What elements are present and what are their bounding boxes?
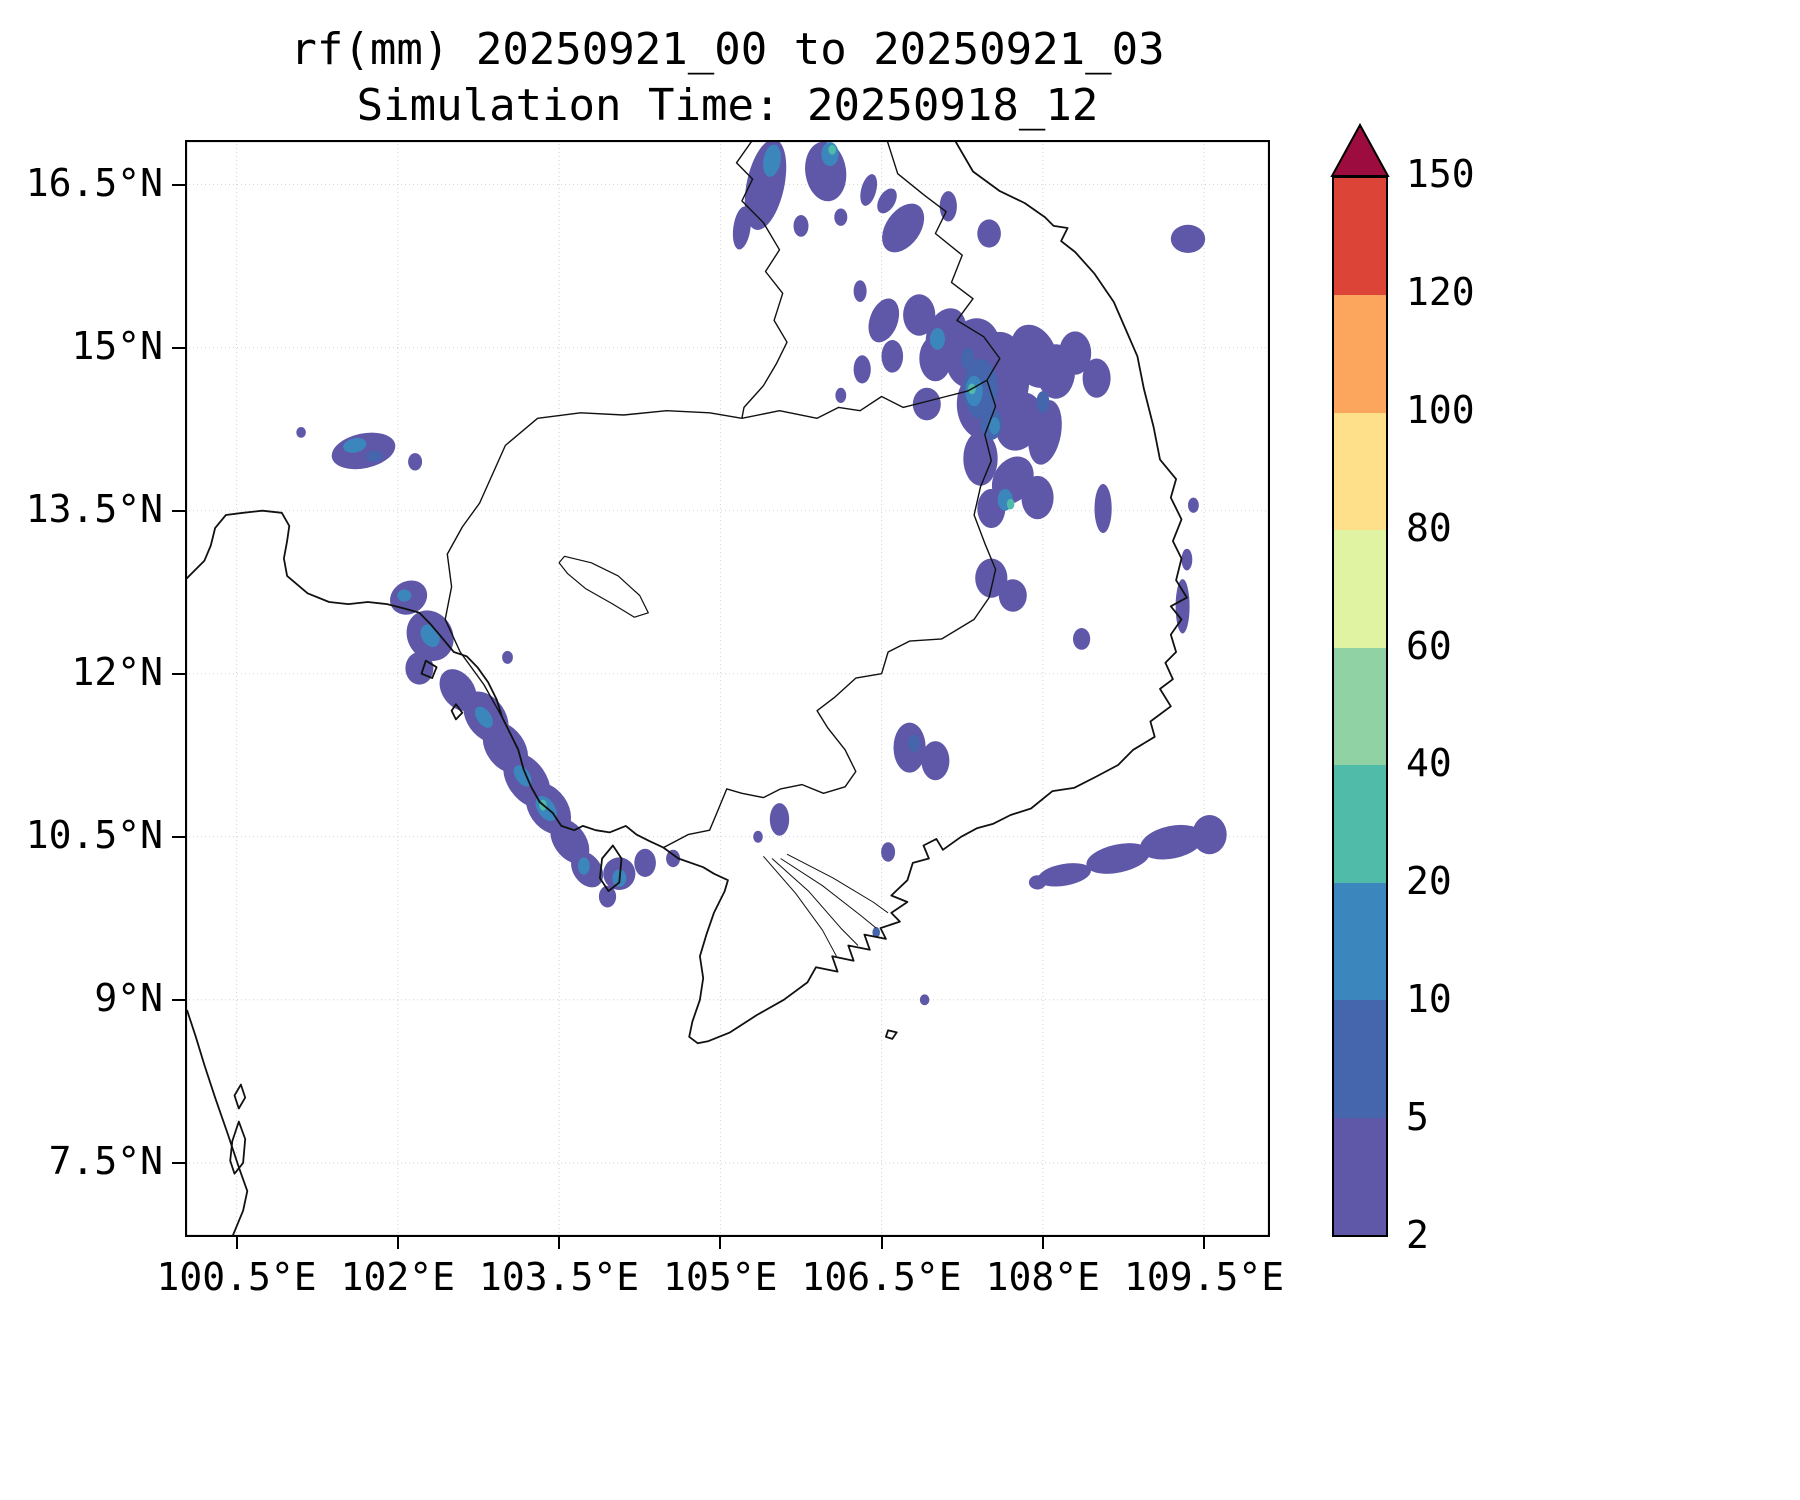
colorbar-bar [1332, 176, 1388, 1237]
y-tick-mark [172, 672, 185, 675]
colorbar-band-60-80 [1334, 530, 1386, 648]
colorbar-tick-label: 150 [1406, 152, 1475, 196]
y-tick-mark [172, 346, 185, 349]
y-tick-label: 10.5°N [25, 812, 163, 857]
x-tick-label: 108°E [985, 1255, 1101, 1299]
y-tick-mark [172, 1161, 185, 1164]
y-tick-label: 12°N [71, 649, 163, 694]
figure-title: rf(mm) 20250921_00 to 20250921_03 [290, 24, 1165, 75]
x-tick-mark [558, 1237, 561, 1249]
y-tick-label: 15°N [71, 323, 163, 368]
colorbar-tick-label: 40 [1406, 741, 1452, 786]
x-tick-mark [1041, 1237, 1044, 1249]
x-tick-label: 102°E [340, 1255, 456, 1299]
colorbar-band-100-120 [1334, 295, 1386, 413]
x-tick-label: 106.5°E [801, 1255, 962, 1299]
colorbar-tick-label: 80 [1406, 505, 1452, 550]
colorbar-tick-label: 20 [1406, 859, 1452, 904]
y-tick-mark [172, 183, 185, 186]
colorbar-band-80-100 [1334, 412, 1386, 531]
colorbar-tick-label: 10 [1406, 977, 1452, 1022]
x-tick-label: 105°E [663, 1255, 778, 1299]
x-tick-mark [235, 1237, 238, 1249]
colorbar-band-40-60 [1334, 647, 1386, 766]
y-tick-label: 13.5°N [25, 486, 163, 531]
y-tick-mark [172, 509, 185, 512]
colorbar-tick-label: 60 [1406, 623, 1452, 668]
colorbar-band-2-5 [1334, 1117, 1386, 1235]
colorbar-tick-label: 2 [1406, 1213, 1429, 1257]
colorbar-band-5-10 [1334, 1000, 1386, 1118]
y-tick-label: 16.5°N [25, 160, 163, 205]
figure-subtitle: Simulation Time: 20250918_12 [356, 80, 1099, 131]
colorbar-band-120-150 [1334, 178, 1386, 296]
colorbar-tick-label: 5 [1406, 1095, 1429, 1140]
y-tick-mark [172, 835, 185, 838]
y-tick-label: 9°N [94, 975, 163, 1020]
x-tick-label: 103.5°E [479, 1255, 640, 1299]
colorbar-over-arrow [1329, 122, 1391, 178]
x-tick-label: 100.5°E [156, 1255, 317, 1299]
x-tick-label: 109.5°E [1124, 1255, 1285, 1299]
x-tick-mark [880, 1237, 883, 1249]
x-tick-mark [719, 1237, 722, 1249]
map-plot-area [185, 140, 1270, 1237]
colorbar-tick-label: 120 [1406, 269, 1475, 314]
x-tick-mark [1203, 1237, 1206, 1249]
y-tick-label: 7.5°N [48, 1138, 163, 1183]
rainfall-map-svg [185, 140, 1270, 1237]
colorbar-band-20-40 [1334, 765, 1386, 883]
y-tick-mark [172, 998, 185, 1001]
colorbar-tick-label: 100 [1406, 387, 1475, 432]
colorbar-band-10-20 [1334, 882, 1386, 1001]
x-tick-mark [396, 1237, 399, 1249]
